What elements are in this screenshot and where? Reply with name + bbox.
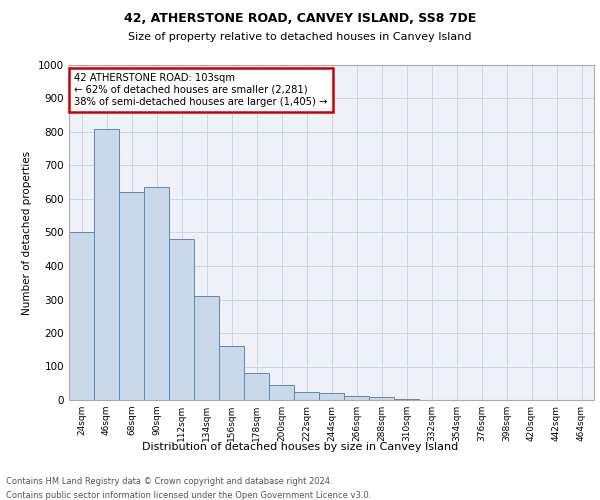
Bar [244, 373, 269, 400]
Bar [269, 385, 294, 400]
Bar [369, 398, 394, 400]
Text: Contains public sector information licensed under the Open Government Licence v3: Contains public sector information licen… [6, 491, 371, 500]
Bar [294, 392, 319, 400]
Bar [344, 396, 369, 400]
Text: Distribution of detached houses by size in Canvey Island: Distribution of detached houses by size … [142, 442, 458, 452]
Text: 42 ATHERSTONE ROAD: 103sqm
← 62% of detached houses are smaller (2,281)
38% of s: 42 ATHERSTONE ROAD: 103sqm ← 62% of deta… [74, 74, 328, 106]
Bar [94, 128, 119, 400]
Bar [194, 296, 219, 400]
Text: Size of property relative to detached houses in Canvey Island: Size of property relative to detached ho… [128, 32, 472, 42]
Text: 42, ATHERSTONE ROAD, CANVEY ISLAND, SS8 7DE: 42, ATHERSTONE ROAD, CANVEY ISLAND, SS8 … [124, 12, 476, 26]
Bar [119, 192, 144, 400]
Bar [219, 346, 244, 400]
Bar [144, 188, 169, 400]
Text: Contains HM Land Registry data © Crown copyright and database right 2024.: Contains HM Land Registry data © Crown c… [6, 478, 332, 486]
Y-axis label: Number of detached properties: Number of detached properties [22, 150, 32, 314]
Bar [69, 232, 94, 400]
Bar [319, 394, 344, 400]
Bar [169, 239, 194, 400]
